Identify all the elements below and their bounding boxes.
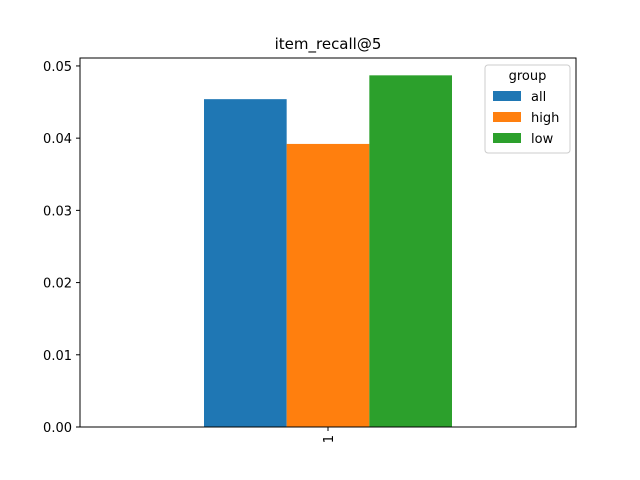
y-tick-label: 0.01 — [43, 349, 72, 364]
legend-swatch-low — [493, 133, 521, 143]
plot-area: 0.00 0.01 0.02 0.03 0.04 0.05 1 — [43, 57, 577, 443]
y-tick-label: 0.04 — [43, 132, 72, 147]
legend-label-all: all — [531, 90, 546, 105]
legend-title: group — [509, 69, 547, 84]
bar-low — [369, 75, 452, 428]
legend-swatch-high — [493, 112, 521, 122]
legend-label-high: high — [531, 111, 559, 126]
bar-high — [286, 143, 370, 427]
y-tick-label: 0.05 — [43, 60, 72, 75]
y-tick-label: 0.02 — [43, 277, 72, 292]
bar-all — [204, 99, 287, 428]
legend: group all high low — [484, 64, 571, 154]
y-tick-label: 0.03 — [43, 204, 72, 219]
y-tick-label: 0.00 — [43, 421, 72, 436]
chart-title: item_recall@5 — [275, 35, 382, 54]
legend-swatch-all — [493, 91, 521, 101]
x-tick-label: 1 — [322, 435, 337, 443]
legend-label-low: low — [531, 132, 554, 147]
legend-box — [484, 64, 571, 154]
